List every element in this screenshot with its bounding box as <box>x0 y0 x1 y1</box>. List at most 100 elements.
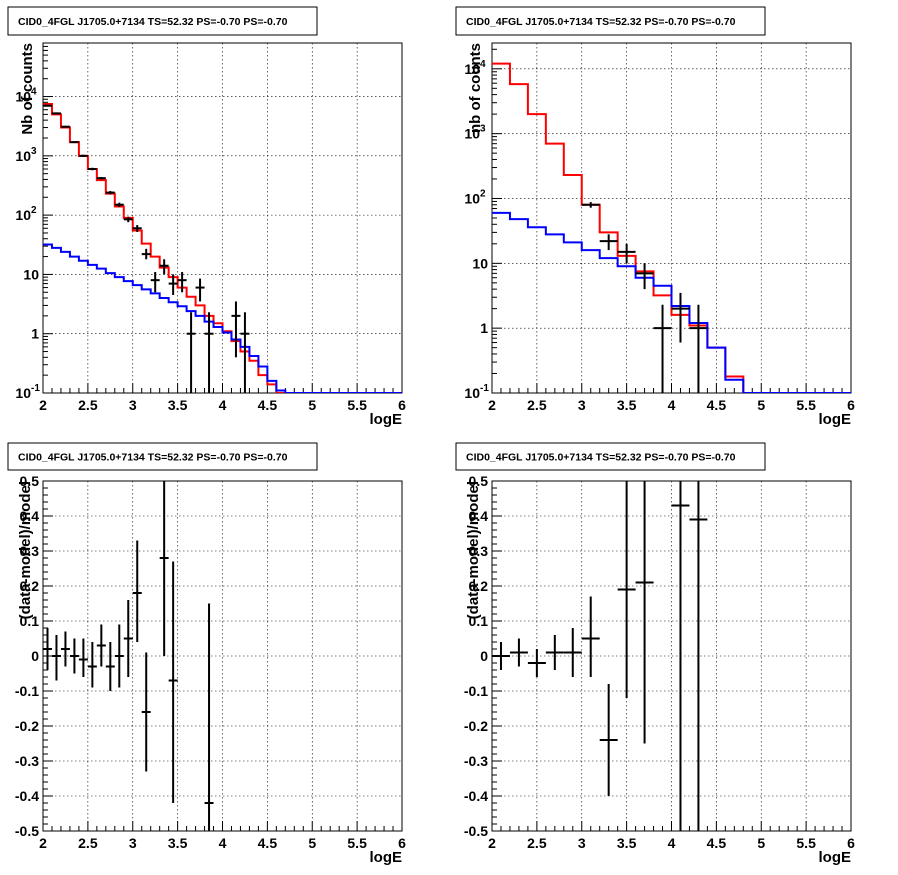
x-tick-label: 3 <box>129 835 137 851</box>
y-tick-label: -0.4 <box>15 788 39 804</box>
x-tick-label: 5 <box>308 835 316 851</box>
data-point <box>159 259 169 275</box>
data-point <box>635 481 654 744</box>
y-tick-exponent: -1 <box>480 383 489 394</box>
y-tick-label: -0.4 <box>464 788 488 804</box>
data-point <box>599 684 618 796</box>
y-tick-label: 0.5 <box>20 473 40 489</box>
data-point <box>581 202 600 208</box>
x-tick-label: 3 <box>129 397 137 413</box>
y-tick-label: 0.3 <box>469 543 489 559</box>
x-tick-label: 4.5 <box>707 397 727 413</box>
y-tick-exponent: -1 <box>31 383 40 394</box>
x-tick-label: 3.5 <box>168 397 188 413</box>
data-point <box>43 104 52 107</box>
y-tick-label: -0.2 <box>464 718 488 734</box>
data-point <box>96 176 106 180</box>
x-axis-label: logE <box>819 411 852 428</box>
data-point <box>195 278 205 302</box>
y-tick-label: 0.2 <box>20 578 40 594</box>
y-axis-label: (data-model)/model <box>465 481 482 619</box>
data-point <box>69 638 79 674</box>
x-tick-label: 5 <box>757 835 765 851</box>
data-point <box>231 301 241 358</box>
y-tick-label: 0.2 <box>469 578 489 594</box>
y-tick-label: 0.4 <box>20 508 40 524</box>
title-box <box>7 6 318 36</box>
x-tick-label: 2 <box>39 835 47 851</box>
data-point <box>653 304 672 393</box>
chart-title: CID0_4FGL J1705.0+7134 TS=52.32 PS=-0.70… <box>18 452 288 464</box>
data-point <box>563 628 582 677</box>
title-box <box>455 442 766 471</box>
y-tick-label: 10 <box>15 148 31 164</box>
data-point <box>689 481 708 831</box>
y-tick-label: -0.1 <box>15 683 39 699</box>
x-tick-label: 4.5 <box>258 397 278 413</box>
x-tick-label: 2.5 <box>527 835 547 851</box>
x-axis-label: logE <box>370 849 403 866</box>
y-tick-label: 10 <box>15 89 31 105</box>
x-tick-label: 3.5 <box>168 835 188 851</box>
data-point <box>689 304 708 393</box>
data-point <box>123 600 133 677</box>
data-point <box>51 112 61 115</box>
x-tick-label: 3 <box>578 397 586 413</box>
y-tick-label: -0.3 <box>15 753 39 769</box>
y-tick-exponent: 3 <box>480 124 486 135</box>
data-point <box>617 243 636 264</box>
y-tick-label: 10 <box>464 126 480 142</box>
x-tick-label: 4 <box>668 397 676 413</box>
data-point <box>132 225 142 232</box>
y-tick-label: 10 <box>15 385 31 401</box>
data-point <box>168 561 178 803</box>
x-tick-label: 6 <box>847 397 855 413</box>
x-tick-label: 6 <box>398 835 406 851</box>
data-point <box>96 624 106 667</box>
y-tick-label: 0.1 <box>469 613 489 629</box>
x-tick-label: 4.5 <box>707 835 727 851</box>
data-point <box>141 652 151 772</box>
data-point <box>581 596 600 677</box>
y-tick-label: -0.5 <box>464 823 488 839</box>
y-tick-exponent: 4 <box>480 59 486 70</box>
x-tick-label: 6 <box>398 397 406 413</box>
y-tick-label: 10 <box>464 190 480 206</box>
y-tick-label: 0 <box>480 648 488 664</box>
data-point <box>671 481 690 831</box>
x-tick-label: 4 <box>668 835 676 851</box>
chart-panel-4: 2 2.5 3 3.5 4 4.5 5 5.5 6 -0.5 -0.4 -0.3 -0.2 -0.1 0 0.… <box>455 442 855 866</box>
y-axis-label: Nb of counts <box>19 43 36 135</box>
data-point <box>599 234 618 251</box>
data-point <box>132 540 142 642</box>
x-tick-label: 2 <box>488 835 496 851</box>
data-point <box>105 191 115 195</box>
data-point <box>545 635 564 670</box>
data-point <box>78 638 88 677</box>
series-group <box>43 102 402 393</box>
y-tick-label: -0.3 <box>464 753 488 769</box>
x-axis-label: logE <box>370 411 403 428</box>
data-point <box>60 125 70 128</box>
y-tick-label: 0.4 <box>469 508 489 524</box>
x-tick-label: 3 <box>578 835 586 851</box>
x-axis-label: logE <box>819 849 852 866</box>
data-point <box>240 312 250 393</box>
x-tick-label: 2.5 <box>78 397 98 413</box>
data-point <box>671 292 690 343</box>
data-point <box>492 642 510 670</box>
data-point <box>51 635 61 681</box>
y-tick-label: 1 <box>31 326 39 342</box>
data-point <box>186 312 196 393</box>
data-point <box>105 642 115 691</box>
data-point <box>60 631 70 667</box>
data-point <box>527 649 546 677</box>
x-tick-label: 2 <box>39 397 47 413</box>
chart-panel-3: 2 2.5 3 3.5 4 4.5 5 5.5 6 -0.5 -0.4 -0.3 -0.2 -0.1 0 0.… <box>7 442 406 866</box>
y-tick-exponent: 3 <box>31 146 37 157</box>
x-tick-label: 2 <box>488 397 496 413</box>
y-tick-label: -0.2 <box>15 718 39 734</box>
y-axis-label: nb of counts <box>467 43 484 133</box>
